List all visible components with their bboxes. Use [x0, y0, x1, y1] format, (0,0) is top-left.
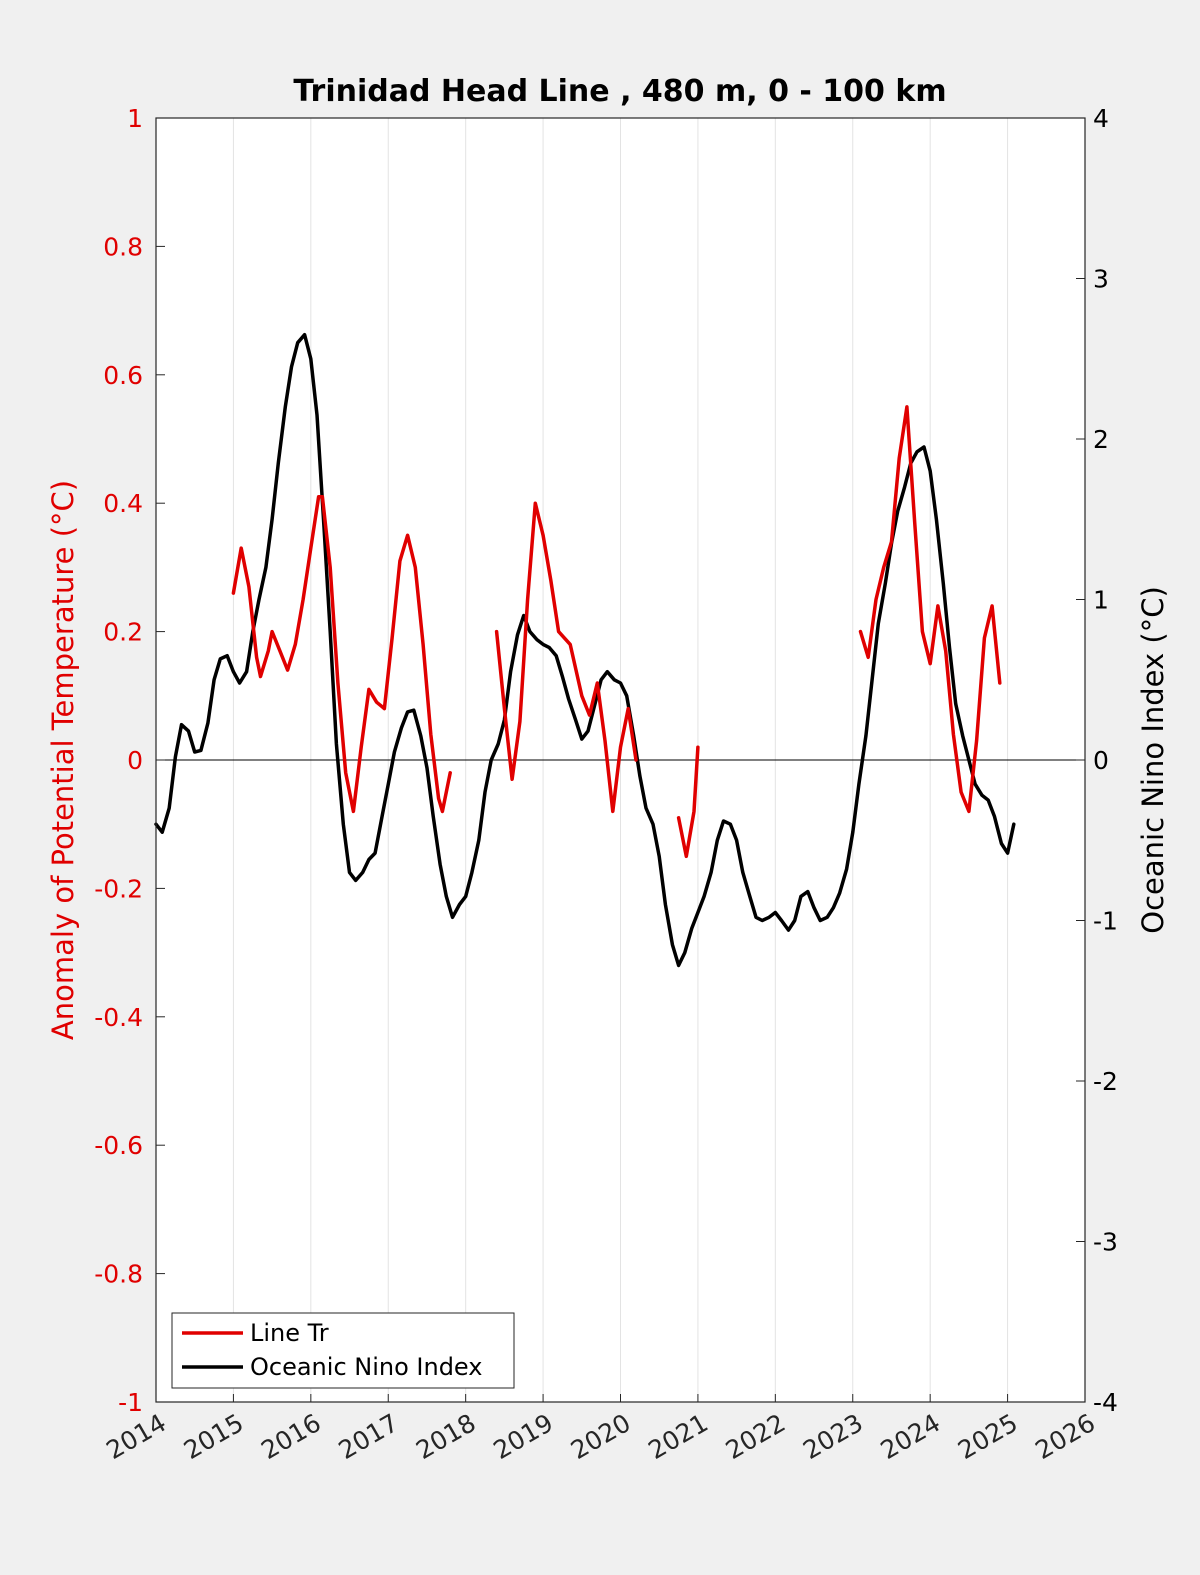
y-axis-right-label: Oceanic Nino Index (°C)	[1136, 586, 1170, 934]
series-layer	[154, 332, 1016, 968]
right-tick-label: 4	[1093, 104, 1109, 133]
left-tick-label: 0.4	[103, 489, 143, 518]
left-tick-label: -0.8	[94, 1260, 143, 1289]
left-tick-label: 0.8	[103, 232, 143, 261]
left-tick-label: 0.6	[103, 361, 143, 390]
series-oceanic-nino-index-segment-0	[154, 332, 1016, 968]
legend-box	[171, 1312, 515, 1389]
right-tick-label: -2	[1093, 1067, 1118, 1096]
left-tick-label: -0.6	[94, 1131, 143, 1160]
series-line-tr-segment-2	[676, 745, 700, 859]
legend-label-oni: Oceanic Nino Index	[250, 1353, 482, 1381]
left-tick-label: 1	[127, 104, 143, 133]
left-tick-label: -0.2	[94, 874, 143, 903]
legend: Line Tr Oceanic Nino Index	[171, 1312, 515, 1389]
left-tick-label: -1	[118, 1388, 143, 1417]
right-tick-label: 0	[1093, 746, 1109, 775]
series-line-tr-segment-3	[858, 405, 1002, 814]
series-line-tr-segment-1	[494, 501, 638, 814]
left-tick-label: 0	[127, 746, 143, 775]
left-tick-label: 0.2	[103, 618, 143, 647]
y-axis-left-label: Anomaly of Potential Temperature (°C)	[46, 480, 80, 1040]
right-tick-label: 2	[1093, 425, 1109, 454]
right-tick-label: -1	[1093, 907, 1118, 936]
left-axis: -1 -0.8 -0.6 -0.4 -0.2 0 0.2 0.4 0.6 0.8 1	[94, 104, 165, 1417]
right-tick-label: -4	[1093, 1388, 1118, 1417]
right-tick-label: -3	[1093, 1228, 1118, 1257]
right-tick-label: 1	[1093, 586, 1109, 615]
chart-title: Trinidad Head Line , 480 m, 0 - 100 km	[293, 74, 946, 109]
left-tick-label: -0.4	[94, 1003, 143, 1032]
right-tick-label: 3	[1093, 265, 1109, 294]
right-axis: -4 -3 -2 -1 0 1 2 3 4	[1076, 104, 1118, 1417]
legend-label-line-tr: Line Tr	[250, 1319, 329, 1347]
series-line-tr-segment-0	[231, 495, 452, 814]
